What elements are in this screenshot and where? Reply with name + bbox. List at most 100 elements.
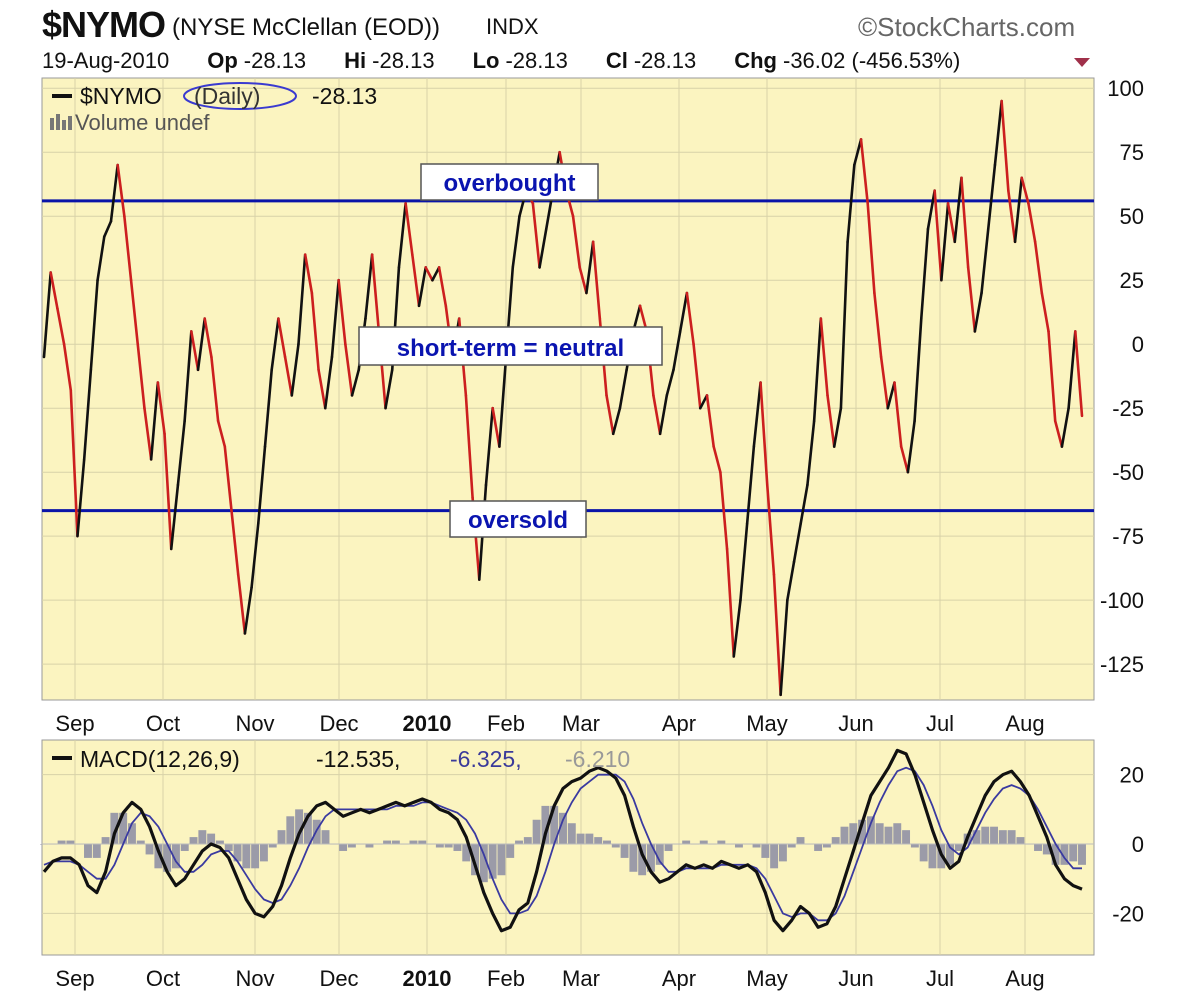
nymo-segment (323, 355, 334, 410)
nymo-segment (578, 266, 588, 295)
x-tick-label: Jul (926, 966, 954, 991)
histogram-bar (444, 844, 453, 848)
histogram-bar (1007, 830, 1016, 845)
histogram-bar (180, 844, 189, 851)
histogram-bar (365, 844, 374, 848)
nymo-segment (826, 394, 836, 448)
nymo-segment (243, 586, 253, 635)
volume-bar-icon (50, 118, 54, 130)
histogram-bar (383, 840, 392, 845)
y-tick-label: 100 (1107, 76, 1144, 101)
histogram-bar (462, 844, 471, 862)
nymo-segment (906, 419, 916, 474)
chart-header: $NYMO (NYSE McClellan (EOD)) INDX ©Stock… (0, 0, 1200, 80)
histogram-bar (831, 837, 840, 845)
nymo-segment (210, 355, 220, 423)
histogram-bar (189, 837, 198, 845)
lo-label: Lo (472, 48, 500, 73)
nymo-segment (919, 227, 930, 320)
nymo-segment (424, 266, 434, 282)
nymo-segment (223, 445, 233, 512)
nymo-segment (759, 381, 769, 487)
nymo-segment (538, 227, 548, 269)
nymo-segment (169, 483, 180, 551)
quote-date: 19-Aug-2010 (42, 48, 170, 73)
histogram-bar (532, 819, 541, 845)
x-tick-label: Oct (146, 711, 180, 736)
nymo-segment (618, 368, 628, 410)
volume-bar-icon (68, 116, 72, 130)
histogram-bar (647, 844, 655, 872)
nymo-segment (317, 368, 327, 410)
histogram-bar (321, 830, 330, 845)
nymo-segment (102, 220, 113, 238)
nymo-segment (719, 470, 729, 551)
nymo-segment (129, 278, 140, 346)
nymo-segment (873, 291, 883, 359)
nymo-segment (1007, 189, 1017, 244)
x-tick-label: Aug (1005, 711, 1044, 736)
x-tick-label: Aug (1005, 966, 1044, 991)
macd-legend-histogram-value: -6.210 (565, 746, 630, 772)
nymo-segment (692, 342, 702, 410)
nymo-segment (605, 394, 615, 436)
op-label: Op (207, 48, 238, 73)
volume-bar-icon (62, 120, 66, 130)
nymo-segment (1033, 240, 1044, 295)
nymo-segment (96, 235, 106, 282)
histogram-bar (435, 844, 444, 848)
down-triangle-icon (1074, 58, 1090, 67)
y-tick-label: 20 (1120, 763, 1144, 788)
nymo-segment (491, 406, 501, 448)
histogram-bar (233, 844, 242, 862)
cl-value: -28.13 (633, 48, 697, 73)
legend-series-label: $NYMO (80, 83, 162, 109)
x-tick-label: 2010 (403, 711, 452, 736)
histogram-bar (849, 823, 858, 845)
nymo-segment (89, 278, 99, 372)
nymo-segment (772, 573, 782, 697)
y-tick-label: -100 (1100, 588, 1144, 613)
nymo-segment (953, 176, 963, 244)
nymo-segment (143, 406, 153, 461)
histogram-bar (57, 840, 66, 845)
nymo-segment (384, 368, 394, 410)
x-tick-label: Sep (55, 966, 94, 991)
histogram-bar (611, 844, 620, 848)
nymo-segment (853, 138, 863, 167)
histogram-bar (1051, 844, 1060, 865)
nymo-segment (705, 394, 715, 448)
histogram-bar (910, 844, 919, 848)
legend-value-label: -28.13 (312, 83, 377, 109)
nymo-segment (437, 266, 448, 308)
histogram-bar (559, 812, 567, 845)
nymo-segment (156, 381, 166, 436)
nymo-segment (665, 368, 675, 397)
nymo-segment (404, 202, 414, 256)
nymo-segment (123, 214, 133, 282)
nymo-segment (397, 202, 407, 269)
nymo-segment (216, 419, 227, 448)
histogram-bar (541, 805, 550, 845)
nymo-segment (337, 278, 347, 346)
nymo-segment (752, 381, 762, 448)
histogram-bar (136, 840, 145, 845)
histogram-bar (787, 844, 796, 848)
histogram-bar (699, 840, 708, 845)
histogram-bar (84, 844, 92, 858)
histogram-bar (664, 844, 673, 851)
nymo-segment (792, 522, 803, 564)
nymo-segment (464, 394, 474, 500)
x-tick-label: Jun (838, 966, 873, 991)
nymo-segment (1047, 330, 1057, 423)
histogram-bar (954, 844, 963, 851)
nymo-segment (585, 240, 595, 295)
nymo-segment (765, 483, 776, 576)
annotation-label: oversold (468, 507, 568, 534)
nymo-segment (899, 445, 910, 474)
y-tick-label: 50 (1120, 204, 1144, 229)
signal-line (43, 766, 1082, 922)
nymo-segment (859, 138, 870, 205)
nymo-segment (779, 598, 789, 697)
histogram-bar (990, 826, 998, 845)
